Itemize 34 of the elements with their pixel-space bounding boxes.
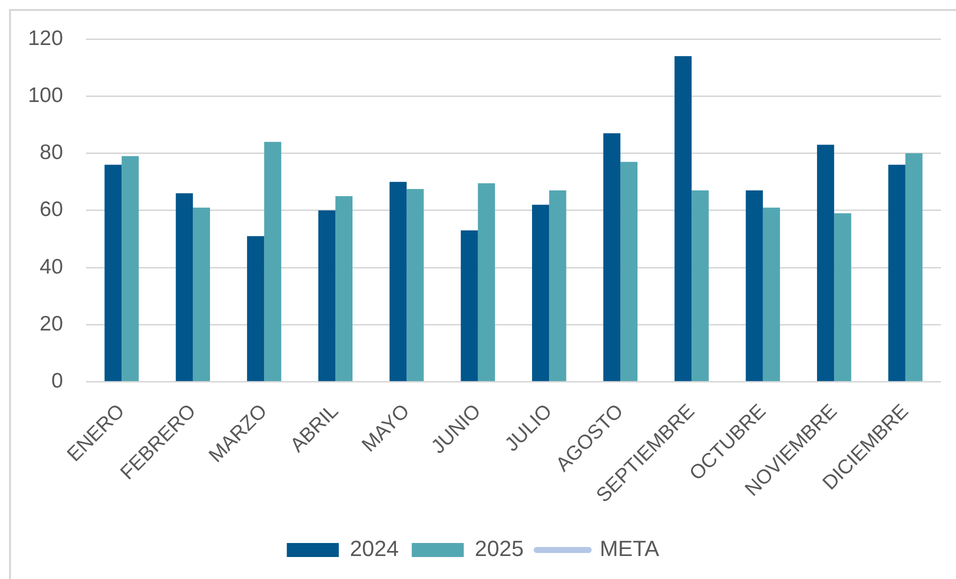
bar <box>834 213 852 382</box>
legend-label: META <box>600 536 660 562</box>
bar <box>318 210 336 382</box>
y-tick-label: 0 <box>51 370 64 393</box>
bar <box>122 156 139 382</box>
bar <box>532 204 550 382</box>
bar <box>674 56 692 382</box>
legend-label: 2024 <box>350 536 399 562</box>
bar <box>692 190 709 382</box>
bar <box>620 162 638 382</box>
y-tick-label: 40 <box>40 255 64 278</box>
y-tick-label: 60 <box>40 198 64 222</box>
bar <box>390 182 407 382</box>
bar <box>478 183 495 382</box>
bar <box>247 236 264 382</box>
bar <box>460 230 478 382</box>
bar <box>104 164 122 382</box>
bar <box>264 142 282 382</box>
bar <box>549 190 566 382</box>
bar <box>192 208 210 382</box>
bar <box>905 153 922 382</box>
bar <box>603 133 620 382</box>
bar <box>762 208 780 382</box>
legend-label: 2025 <box>474 536 524 562</box>
bar <box>817 144 834 382</box>
bar <box>406 189 424 382</box>
bar <box>335 196 352 382</box>
y-tick-label: 100 <box>28 84 64 107</box>
y-tick-label: 120 <box>28 26 64 50</box>
bar <box>176 193 193 382</box>
y-tick-label: 20 <box>40 312 64 336</box>
bar <box>888 164 906 382</box>
bar <box>746 190 763 382</box>
y-tick-label: 80 <box>40 141 64 164</box>
